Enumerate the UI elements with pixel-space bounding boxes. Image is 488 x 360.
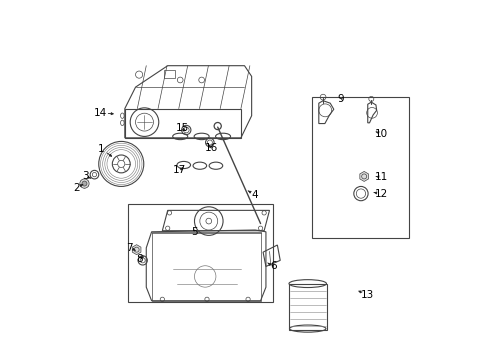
- Text: 16: 16: [204, 143, 218, 153]
- Text: 10: 10: [374, 129, 386, 139]
- Bar: [312, 97, 408, 238]
- Polygon shape: [359, 171, 368, 181]
- Text: 2: 2: [73, 183, 80, 193]
- Text: 15: 15: [175, 123, 188, 133]
- Bar: [128, 204, 272, 302]
- Polygon shape: [81, 179, 88, 188]
- Text: 13: 13: [360, 290, 374, 300]
- Text: 1: 1: [98, 144, 104, 154]
- Circle shape: [82, 181, 87, 186]
- Text: 9: 9: [337, 94, 344, 104]
- Text: 12: 12: [374, 189, 387, 199]
- Polygon shape: [132, 245, 141, 255]
- Text: 17: 17: [172, 165, 186, 175]
- Circle shape: [80, 179, 89, 188]
- Bar: [288, 284, 326, 330]
- Text: 11: 11: [374, 172, 387, 182]
- Text: 7: 7: [126, 243, 133, 253]
- Text: 8: 8: [136, 253, 142, 264]
- Text: 14: 14: [94, 108, 107, 118]
- Bar: [164, 70, 175, 78]
- Text: 3: 3: [82, 171, 89, 181]
- Text: 6: 6: [269, 261, 276, 271]
- Text: 4: 4: [251, 190, 258, 200]
- Text: 5: 5: [191, 227, 198, 237]
